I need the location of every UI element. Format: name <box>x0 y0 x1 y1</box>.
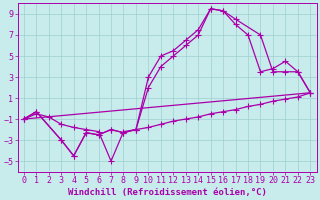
X-axis label: Windchill (Refroidissement éolien,°C): Windchill (Refroidissement éolien,°C) <box>68 188 267 197</box>
